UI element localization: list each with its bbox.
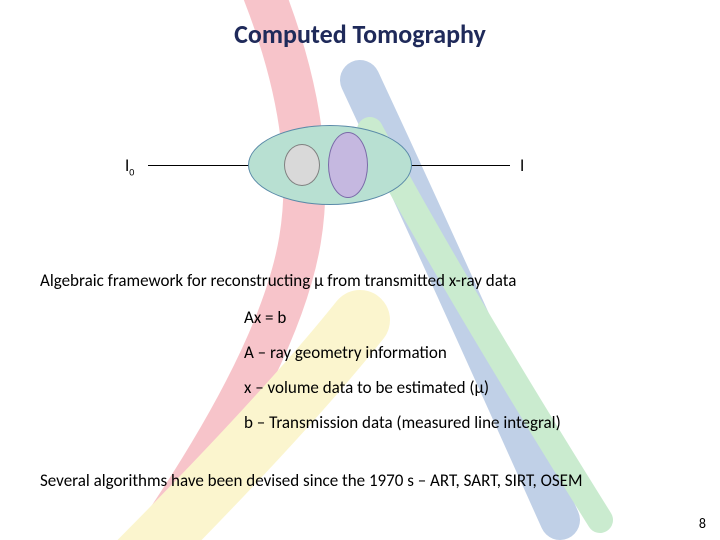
text-b-def: b – Transmission data (measured line int… — [244, 412, 561, 435]
slide: Computed Tomography I0 I Algebraic frame… — [0, 0, 720, 540]
inner-circle — [284, 144, 320, 186]
page-number: 8 — [699, 515, 706, 532]
text-a-def: A – ray geometry information — [244, 342, 447, 365]
text-algorithms: Several algorithms have been devised sin… — [40, 470, 582, 493]
text-axb: Ax = b — [244, 307, 286, 330]
text-framework: Algebraic framework for reconstructing μ… — [40, 270, 516, 293]
label-i0: I0 — [125, 155, 134, 178]
text-x-def: x – volume data to be estimated (μ) — [244, 377, 489, 400]
slide-title: Computed Tomography — [0, 18, 720, 50]
label-i: I — [520, 155, 524, 176]
inner-ellipse — [328, 132, 368, 198]
